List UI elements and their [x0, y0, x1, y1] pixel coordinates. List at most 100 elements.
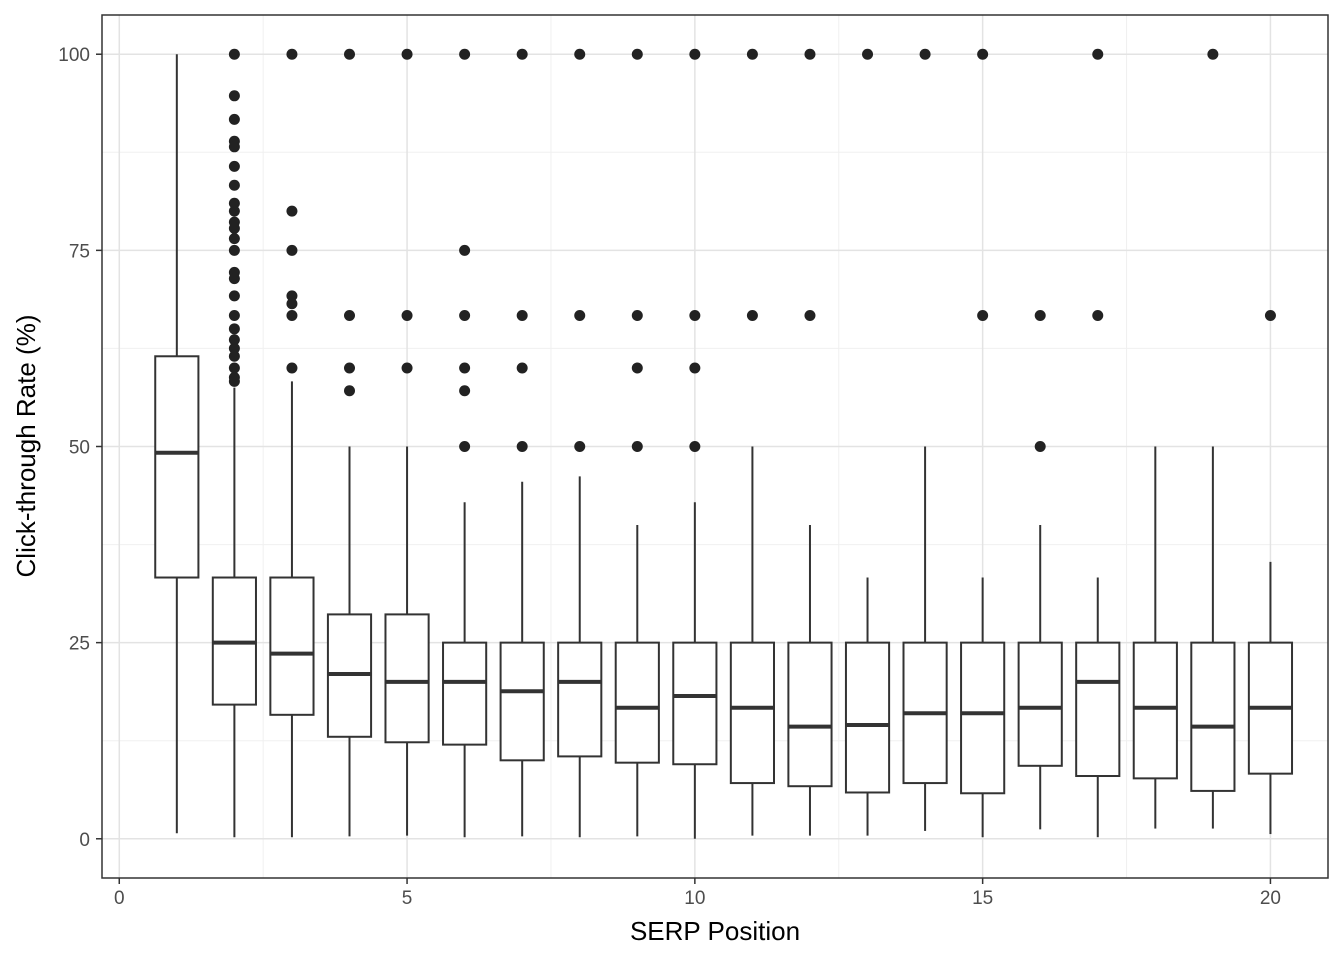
box-7	[499, 481, 545, 837]
outlier-point	[516, 48, 528, 60]
box-iqr	[960, 641, 1006, 795]
outlier-point	[919, 48, 931, 60]
box-iqr	[1017, 641, 1063, 767]
outlier-point	[459, 385, 471, 397]
outlier-point	[228, 362, 240, 374]
outlier-point	[459, 441, 471, 452]
outlier-point	[1207, 48, 1219, 60]
box-iqr	[499, 641, 545, 762]
outlier-point	[344, 362, 356, 374]
y-tick-label: 25	[69, 634, 90, 655]
box-16	[1017, 524, 1063, 830]
x-tick-label: 5	[402, 888, 413, 909]
outlier-point	[228, 323, 240, 335]
box-1	[154, 54, 200, 834]
box-4	[326, 446, 373, 837]
box-iqr	[844, 641, 891, 794]
outlier-point	[689, 362, 701, 374]
outlier-point	[228, 205, 240, 217]
outlier-point	[228, 222, 240, 234]
box-18	[1132, 446, 1178, 829]
outlier-point	[401, 309, 413, 321]
outlier-point	[746, 309, 758, 321]
outlier-point	[977, 48, 989, 60]
y-axis: 0 25 50 75 100	[58, 45, 102, 851]
box-iqr	[384, 613, 430, 744]
outlier-point	[1034, 441, 1046, 452]
outlier-point	[228, 48, 240, 60]
outlier-point	[516, 362, 528, 374]
outlier-point	[344, 385, 356, 397]
box-iqr	[442, 641, 488, 746]
outlier-point	[401, 362, 413, 374]
outlier-point	[228, 179, 240, 191]
box-2	[211, 387, 257, 838]
box-iqr	[614, 641, 660, 764]
outlier-point	[862, 48, 874, 60]
outlier-point	[228, 160, 240, 172]
box-6	[442, 502, 488, 838]
box-iqr	[557, 641, 603, 758]
x-tick-label: 15	[972, 888, 993, 909]
outlier-point	[631, 441, 643, 452]
box-iqr	[787, 641, 833, 788]
box-12	[787, 524, 833, 836]
outlier-point	[228, 113, 240, 125]
outlier-point	[228, 141, 240, 153]
outlier-point	[286, 290, 298, 302]
outlier-point	[459, 48, 471, 60]
outlier-point	[228, 273, 240, 285]
box-3	[269, 381, 315, 838]
outlier-point	[286, 298, 298, 310]
box-17	[1075, 577, 1121, 838]
outlier-point	[228, 197, 240, 209]
x-tick-label: 10	[684, 888, 705, 909]
outlier-point	[286, 48, 298, 60]
outlier-point	[459, 244, 471, 256]
box-series	[154, 54, 1294, 839]
outlier-point	[689, 309, 701, 321]
outlier-point	[286, 205, 298, 217]
outlier-point	[977, 309, 989, 321]
outlier-point	[228, 309, 240, 321]
outlier-point	[228, 334, 240, 346]
outlier-point	[1264, 309, 1276, 321]
outlier-point	[631, 362, 643, 374]
box-iqr	[672, 641, 718, 766]
outlier-point	[459, 362, 471, 374]
box-iqr	[729, 641, 775, 785]
outlier-point	[746, 48, 758, 60]
box-5	[384, 446, 430, 836]
outlier-point	[228, 350, 240, 362]
box-14	[902, 446, 948, 831]
y-axis-title: Click-through Rate (%)	[11, 315, 41, 578]
outlier-point	[574, 309, 586, 321]
outlier-point	[228, 90, 240, 102]
outlier-point	[516, 441, 528, 452]
box-iqr	[154, 355, 200, 579]
box-iqr	[1132, 641, 1178, 780]
outlier-point	[286, 244, 298, 256]
box-19	[1190, 446, 1236, 829]
outlier-point	[804, 48, 816, 60]
outlier-point	[401, 48, 413, 60]
outlier-points	[228, 48, 1276, 452]
y-tick-label: 100	[58, 45, 90, 66]
outlier-point	[631, 309, 643, 321]
box-15	[960, 577, 1006, 838]
outlier-point	[228, 290, 240, 302]
outlier-point	[344, 309, 356, 321]
outlier-point	[459, 309, 471, 321]
x-axis-title: SERP Position	[630, 916, 800, 946]
outlier-point	[574, 441, 586, 452]
outlier-point	[804, 309, 816, 321]
box-iqr	[269, 576, 315, 716]
outlier-point	[1034, 309, 1046, 321]
outlier-point	[286, 362, 298, 374]
outlier-point	[344, 48, 356, 60]
outlier-point	[286, 309, 298, 321]
outlier-point	[516, 309, 528, 321]
box-13	[844, 577, 891, 836]
outlier-point	[228, 233, 240, 245]
